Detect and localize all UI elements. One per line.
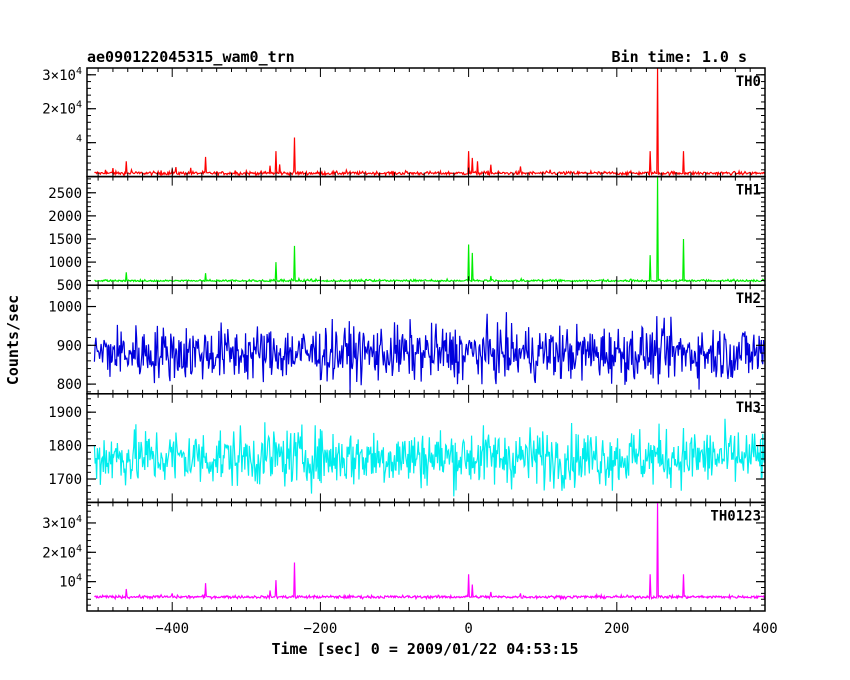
panel-label: TH0123 [710, 508, 761, 524]
y-tick-label: 900 [57, 338, 82, 354]
panel-label: TH0 [736, 74, 761, 90]
bin-time-label: Bin time: 1.0 s [612, 48, 747, 66]
series-line-th1 [94, 176, 765, 283]
y-tick-label: 2500 [48, 186, 82, 202]
y-tick-label: 2×104 [42, 543, 82, 561]
y-tick-label: 104 [59, 573, 82, 591]
panel-frame [86, 67, 766, 178]
x-tick-label: −400 [155, 621, 189, 637]
panel-stack: 4 2×104 3×104 TH0 500 1000 1500 2000 2500 TH1 800 9… [42, 66, 766, 612]
panel-th0: 4 2×104 3×104 TH0 [42, 66, 766, 178]
y-tick-label: 1800 [48, 439, 82, 455]
x-tick-label: 200 [604, 621, 629, 637]
panel-frame [86, 501, 766, 612]
series-line-th2 [93, 312, 765, 394]
y-tick-label: 1500 [48, 232, 82, 248]
panel-th0123: 104 2×104 3×104 TH0123 [42, 501, 766, 612]
x-tick-label: 0 [464, 621, 472, 637]
panel-label: TH1 [736, 183, 761, 199]
y-tick-label: 1700 [48, 472, 82, 488]
y-tick-label: 1900 [48, 405, 82, 421]
panel-th1: 500 1000 1500 2000 2500 TH1 [48, 175, 766, 294]
y-tick-label: 2000 [48, 209, 82, 225]
series-line-th0123 [94, 502, 765, 601]
y-tick-label: 500 [57, 278, 82, 294]
x-tick-label: 400 [752, 621, 777, 637]
y-tick-label: 4 [76, 134, 82, 145]
x-axis-label: Time [sec] 0 = 2009/01/22 04:53:15 [271, 640, 578, 658]
chart-title: ae090122045315_wam0_trn [87, 48, 295, 66]
y-tick-label: 3×104 [42, 514, 82, 532]
panel-th2: 800 900 1000 TH2 [48, 284, 766, 395]
x-axis: −400 −200 0 200 400 [155, 621, 777, 637]
series-line-th0 [94, 68, 765, 177]
panel-label: TH2 [736, 291, 761, 307]
panel-frame [86, 175, 766, 286]
y-tick-label: 1000 [48, 255, 82, 271]
y-axis-label: Counts/sec [4, 295, 22, 385]
panel-label: TH3 [736, 400, 761, 416]
x-tick-label: −200 [304, 621, 338, 637]
panel-th3: 1700 1800 1900 TH3 [48, 393, 766, 504]
y-tick-label: 1000 [48, 300, 82, 316]
y-tick-label: 3×104 [42, 66, 82, 84]
y-tick-label: 800 [57, 377, 82, 393]
y-tick-label: 2×104 [42, 100, 82, 118]
series-line-th3 [93, 418, 765, 497]
